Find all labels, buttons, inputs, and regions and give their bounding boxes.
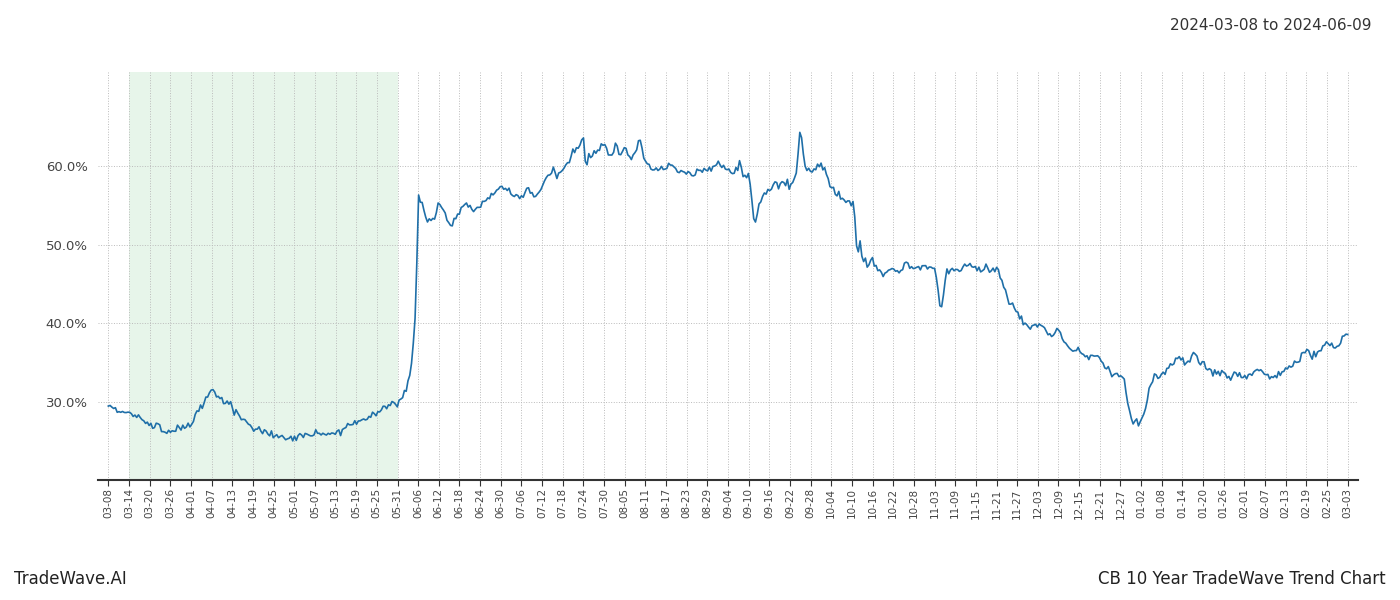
Text: CB 10 Year TradeWave Trend Chart: CB 10 Year TradeWave Trend Chart [1099, 570, 1386, 588]
Bar [129, 72, 398, 480]
Text: TradeWave.AI: TradeWave.AI [14, 570, 127, 588]
Text: 2024-03-08 to 2024-06-09: 2024-03-08 to 2024-06-09 [1170, 18, 1372, 33]
